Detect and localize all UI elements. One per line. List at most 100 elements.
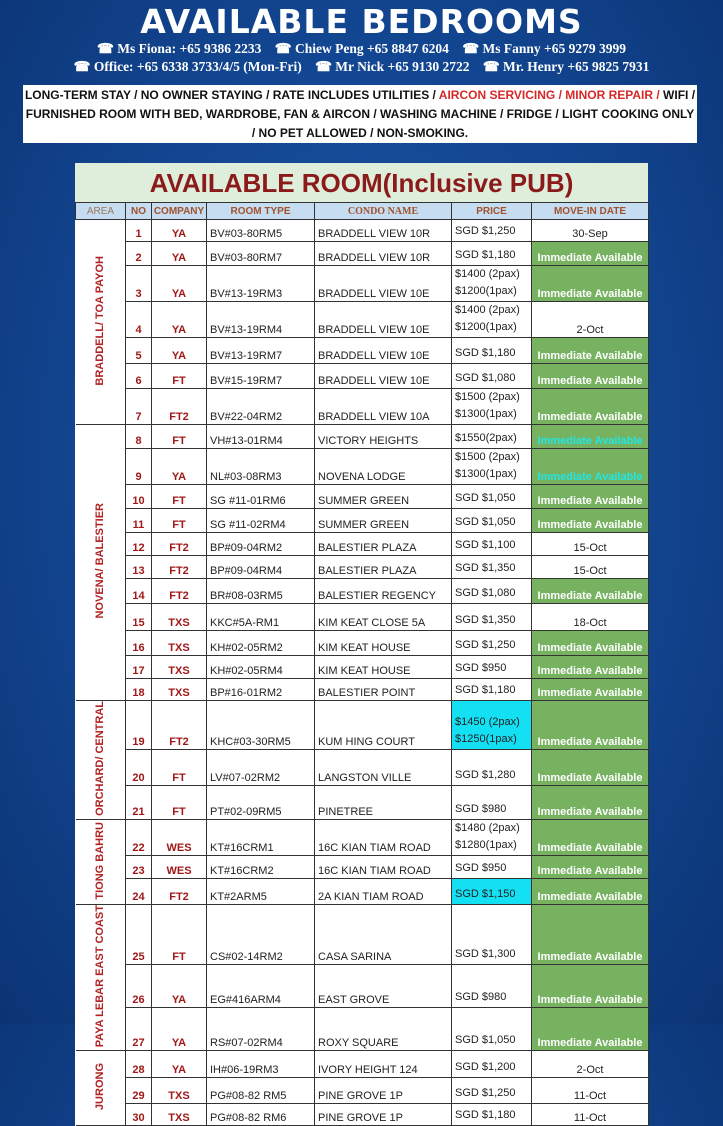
- move-in-date-cell: 15-Oct: [531, 532, 649, 556]
- room-type-cell: KKC#5A-RM1: [206, 603, 315, 631]
- contacts-line-2: ☎ Office: +65 6338 3733/4/5 (Mon-Fri) ☎ …: [0, 58, 723, 76]
- room-number: 26: [125, 963, 152, 1008]
- room-type-cell: RS#07-02RM4: [206, 1006, 315, 1052]
- condo-name-cell: EAST GROVE: [314, 963, 452, 1008]
- room-type-cell: KH#02-05RM2: [206, 630, 315, 656]
- price-cell: SGD $1,250: [451, 1077, 532, 1105]
- page-title: AVAILABLE BEDROOMS: [140, 2, 583, 41]
- room-type-cell: BV#03-80RM7: [206, 241, 315, 266]
- table-row: 29 TXS PG#08-82 RM5 PINE GROVE 1P SGD $1,250…: [76, 1077, 649, 1105]
- price-line: SGD $1,280: [455, 768, 516, 781]
- move-in-date-cell: 11-Oct: [531, 1077, 649, 1105]
- room-number: 22: [125, 818, 152, 856]
- table-row: 12 FT2 BP#09-04RM2 BALESTIER PLAZA SGD $1,10…: [76, 532, 649, 556]
- move-in-date-cell: 15-Oct: [531, 555, 649, 579]
- condo-name-cell: ROXY SQUARE: [314, 1006, 452, 1052]
- company-cell: WES: [151, 818, 207, 856]
- room-number: 14: [125, 578, 152, 604]
- price-cell: $1500 (2pax) $1300(1pax): [451, 448, 532, 485]
- company-cell: FT2: [151, 555, 207, 579]
- table-row: 11 FT SG #11-02RM4 SUMMER GREEN SGD $1,050 Im…: [76, 508, 649, 533]
- room-number: 5: [125, 337, 152, 364]
- price-cell: SGD $1,350: [451, 555, 532, 579]
- room-type-cell: EG#416ARM4: [206, 963, 315, 1008]
- terms-notice: LONG-TERM STAY / NO OWNER STAYING / RATE…: [23, 85, 697, 143]
- condo-name-cell: BRADDELL VIEW 10E: [314, 363, 452, 389]
- move-in-date-cell: Immediate Available: [531, 749, 649, 786]
- condo-name-cell: KIM KEAT CLOSE 5A: [314, 603, 452, 631]
- condo-name-cell: CASA SARINA: [314, 903, 452, 965]
- move-in-date-cell: Immediate Available: [531, 784, 649, 820]
- room-number: 23: [125, 854, 152, 879]
- price-cell: $1450 (2pax) $1250(1pax): [451, 699, 532, 751]
- contact-fiona: ☎ Ms Fiona: +65 9386 2233: [97, 41, 262, 56]
- column-header: ROOM TYPE: [206, 202, 315, 220]
- condo-name-cell: SUMMER GREEN: [314, 484, 452, 509]
- company-cell: YA: [151, 219, 207, 242]
- room-type-cell: KT#16CRM1: [206, 818, 315, 856]
- condo-name-cell: IVORY HEIGHT 124: [314, 1050, 452, 1079]
- company-cell: WES: [151, 854, 207, 879]
- price-cell: SGD $950: [451, 655, 532, 679]
- condo-name-cell: BALESTIER PLAZA: [314, 532, 452, 556]
- room-number: 15: [125, 603, 152, 631]
- room-number: 30: [125, 1103, 152, 1126]
- room-type-cell: KT#16CRM2: [206, 854, 315, 879]
- price-cell: SGD $950: [451, 854, 532, 879]
- company-cell: TXS: [151, 630, 207, 656]
- room-number: 12: [125, 532, 152, 556]
- move-in-date-cell: Immediate Available: [531, 424, 649, 449]
- room-number: 27: [125, 1006, 152, 1052]
- table-row: TIONG BAHRU 22 WES KT#16CRM1 16C KIAN TIAM R…: [75, 818, 649, 905]
- company-cell: TXS: [151, 678, 207, 701]
- price-line: $1450 (2pax): [455, 716, 520, 729]
- price-cell: $1400 (2pax) $1200(1pax): [451, 301, 532, 338]
- price-cell: SGD $1,250: [451, 630, 532, 656]
- condo-name-cell: LANGSTON VILLE: [314, 749, 452, 786]
- condo-name-cell: BALESTIER POINT: [314, 678, 452, 701]
- move-in-date-cell: 30-Sep: [531, 219, 649, 242]
- price-line: SGD $1,350: [455, 562, 516, 574]
- price-line: SGD $1,180: [455, 347, 516, 359]
- move-in-date-cell: Immediate Available: [531, 963, 649, 1008]
- room-number: 4: [125, 301, 152, 338]
- room-type-cell: BV#15-19RM7: [206, 363, 315, 389]
- price-line: SGD $1,300: [455, 947, 516, 960]
- price-line: SGD $1,050: [455, 516, 516, 528]
- price-line: $1400 (2pax): [455, 304, 520, 316]
- condo-name-cell: PINE GROVE 1P: [314, 1077, 452, 1105]
- table-row: 5 YA BV#13-19RM7 BRADDELL VIEW 10E SGD $1,18…: [76, 337, 649, 364]
- company-cell: YA: [151, 1050, 207, 1079]
- price-cell: SGD $1,050: [451, 508, 532, 533]
- price-cell: SGD $1,350: [451, 603, 532, 631]
- condo-name-cell: SUMMER GREEN: [314, 508, 452, 533]
- price-cell: SGD $1,100: [451, 532, 532, 556]
- price-cell: SGD $1,050: [451, 1006, 532, 1052]
- price-cell: SGD $1,180: [451, 241, 532, 266]
- room-number: 24: [125, 877, 152, 905]
- price-cell: $1480 (2pax) $1280(1pax): [451, 818, 532, 856]
- condo-name-cell: NOVENA LODGE: [314, 448, 452, 485]
- price-cell: SGD $1,180: [451, 337, 532, 364]
- room-type-cell: PG#08-82 RM6: [206, 1103, 315, 1126]
- room-number: 11: [125, 508, 152, 533]
- room-number: 21: [125, 784, 152, 820]
- price-line: SGD $980: [455, 990, 507, 1003]
- price-line: SGD $1,250: [455, 1087, 516, 1100]
- area-cell: BRADDELL/ TOA PAYOH: [75, 219, 126, 425]
- price-line: $1300(1pax): [455, 468, 517, 480]
- company-cell: FT: [151, 424, 207, 449]
- table-row: ORCHARD/ CENTRAL 19 FT2 KHC#03-30RM5 KUM HIN…: [75, 699, 649, 820]
- company-cell: YA: [151, 241, 207, 266]
- room-number: 29: [125, 1077, 152, 1105]
- move-in-date-cell: Immediate Available: [531, 903, 649, 965]
- room-type-cell: KHC#03-30RM5: [206, 699, 315, 751]
- room-number: 17: [125, 655, 152, 679]
- contact-office: ☎ Office: +65 6338 3733/4/5 (Mon-Fri): [73, 59, 302, 74]
- table-row: 13 FT2 BP#09-04RM4 BALESTIER PLAZA SGD $1,35…: [76, 555, 649, 579]
- price-line: $1280(1pax): [455, 838, 517, 851]
- area-label: TIONG BAHRU: [93, 821, 106, 900]
- condo-name-cell: 16C KIAN TIAM ROAD: [314, 818, 452, 856]
- price-line: SGD $1,250: [455, 225, 516, 237]
- move-in-date-cell: Immediate Available: [531, 448, 649, 485]
